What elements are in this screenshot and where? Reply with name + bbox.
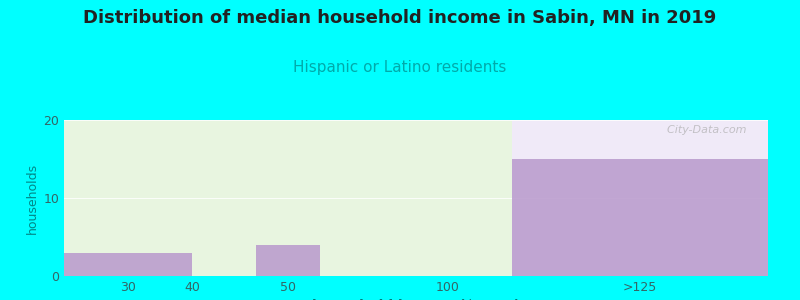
Text: Hispanic or Latino residents: Hispanic or Latino residents [294,60,506,75]
Bar [512,159,768,276]
Y-axis label: households: households [26,162,39,234]
X-axis label: household income ($1000): household income ($1000) [312,299,520,300]
Bar [64,120,512,276]
Text: Distribution of median household income in Sabin, MN in 2019: Distribution of median household income … [83,9,717,27]
Text: City-Data.com: City-Data.com [660,125,747,135]
Bar [512,120,768,276]
Bar [64,253,192,276]
Bar [256,245,320,276]
